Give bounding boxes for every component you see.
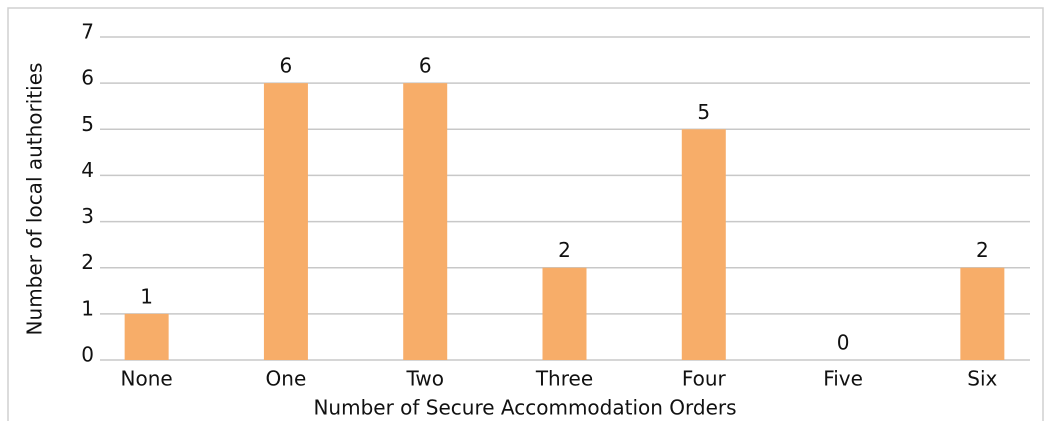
x-tick-label: None	[121, 367, 173, 391]
bar	[681, 129, 726, 360]
data-label: 6	[280, 54, 293, 78]
bar	[263, 83, 308, 361]
y-tick-label: 5	[81, 112, 94, 136]
data-label: 2	[976, 238, 989, 262]
data-label: 6	[419, 54, 432, 78]
x-tick-label: Six	[967, 367, 997, 391]
x-tick-label: Three	[535, 367, 593, 391]
y-tick-label: 3	[81, 204, 94, 228]
y-tick-label: 4	[81, 158, 94, 182]
data-label: 1	[140, 284, 153, 308]
bar	[960, 267, 1005, 360]
x-tick-label: Five	[823, 367, 863, 391]
y-tick-label: 7	[81, 20, 94, 44]
x-tick-label: One	[266, 367, 307, 391]
bar	[403, 83, 448, 361]
bar	[542, 267, 587, 360]
y-tick-label: 0	[81, 343, 94, 367]
x-tick-label: Two	[405, 367, 444, 391]
y-tick-label: 2	[81, 250, 94, 274]
bar	[124, 313, 169, 360]
y-tick-label: 1	[81, 296, 94, 320]
data-label: 0	[837, 331, 850, 355]
y-axis-label: Number of local authorities	[23, 63, 47, 336]
chart-frame	[7, 7, 1044, 421]
x-tick-label: Four	[682, 367, 727, 391]
data-label: 5	[697, 100, 710, 124]
x-axis-label: Number of Secure Accommodation Orders	[313, 396, 736, 420]
data-label: 2	[558, 238, 571, 262]
y-tick-label: 6	[81, 66, 94, 90]
